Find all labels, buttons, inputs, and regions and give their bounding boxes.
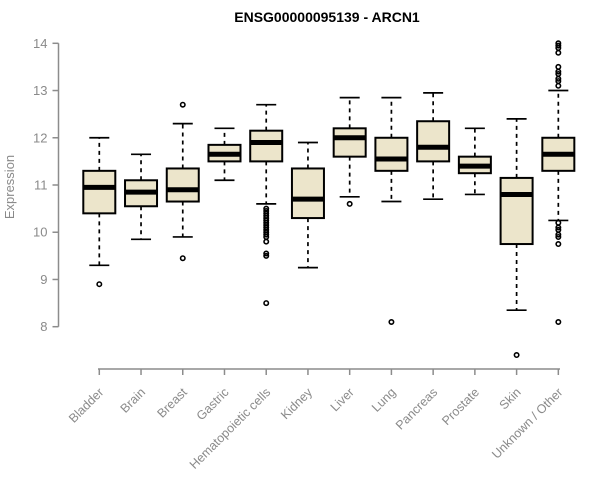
- outlier-point: [263, 252, 270, 259]
- plot-area: 8 9 10 11 12 13 14 Bladder Brain Breast GastricHem…: [33, 36, 576, 472]
- outlier-point: [555, 241, 562, 248]
- boxplot-gastric: [207, 127, 242, 182]
- y-tick-label: 14: [33, 36, 47, 51]
- x-tick-label-lung: Lung: [369, 385, 399, 415]
- outlier-point: [555, 318, 562, 325]
- x-tick-label-hematopoietic-cells: Hematopoietic cells: [187, 385, 274, 472]
- outlier-point: [555, 233, 562, 240]
- x-tick-label-breast: Breast: [154, 385, 190, 421]
- chart-title: ENSG00000095139 - ARCN1: [234, 9, 420, 25]
- x-tick-label-prostate: Prostate: [439, 385, 482, 428]
- outlier-point: [388, 318, 395, 325]
- outlier-point: [555, 42, 562, 49]
- iqr-box: [416, 120, 451, 163]
- iqr-box: [332, 127, 367, 158]
- iqr-box: [374, 136, 409, 172]
- outlier-point: [555, 75, 562, 82]
- boxplot-pancreas: [416, 92, 451, 201]
- outlier-point: [263, 250, 270, 257]
- outlier-point: [179, 101, 186, 108]
- outlier-point: [263, 238, 270, 245]
- outlier-point: [555, 68, 562, 75]
- outlier-point: [513, 352, 520, 359]
- y-tick-label: 13: [33, 83, 47, 98]
- iqr-box: [499, 176, 534, 246]
- boxplot-bladder: [82, 136, 117, 288]
- x-tick-label-brain: Brain: [118, 385, 149, 416]
- outlier-point: [96, 281, 103, 288]
- y-tick-label: 9: [40, 272, 47, 287]
- outlier-point: [179, 255, 186, 262]
- outlier-point: [555, 82, 562, 89]
- iqr-box: [82, 169, 117, 215]
- outlier-point: [555, 63, 562, 70]
- iqr-box: [249, 129, 284, 163]
- y-tick-label: 10: [33, 225, 47, 240]
- x-tick-label-gastric: Gastric: [194, 385, 232, 423]
- boxplot-lung: [374, 96, 409, 325]
- boxplot-brain: [124, 153, 159, 241]
- y-tick-label: 12: [33, 130, 47, 145]
- outlier-point: [263, 300, 270, 307]
- outlier-point: [555, 224, 562, 231]
- x-tick-label-pancreas: Pancreas: [393, 385, 440, 432]
- y-tick-label: 8: [40, 319, 47, 334]
- x-tick-label-unknown-other: Unknown / Other: [489, 385, 565, 461]
- outlier-point: [555, 231, 562, 238]
- boxplot-liver: [332, 96, 367, 207]
- boxplot-unknown-other: [541, 40, 576, 325]
- x-tick-label-bladder: Bladder: [66, 385, 106, 425]
- boxplot-breast: [165, 101, 200, 262]
- boxplot-skin: [499, 118, 534, 359]
- x-tick-label-kidney: Kidney: [278, 385, 315, 422]
- y-axis-label: Expression: [2, 155, 17, 219]
- boxplot-kidney: [290, 141, 325, 269]
- outlier-point: [346, 200, 353, 207]
- boxplot-prostate: [457, 127, 492, 196]
- x-tick-label-skin: Skin: [497, 385, 524, 412]
- outlier-point: [555, 219, 562, 226]
- iqr-box: [290, 167, 325, 220]
- outlier-point: [263, 231, 270, 238]
- y-tick-label: 11: [34, 178, 48, 193]
- x-tick-label-liver: Liver: [328, 385, 357, 414]
- outlier-point: [555, 49, 562, 56]
- boxplot-hematopoietic-cells: [249, 103, 284, 307]
- iqr-box: [165, 167, 200, 203]
